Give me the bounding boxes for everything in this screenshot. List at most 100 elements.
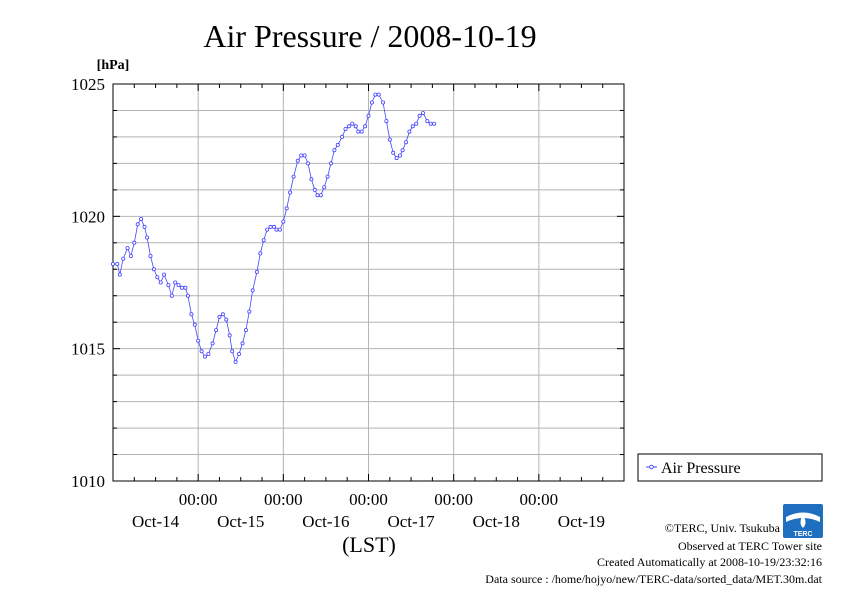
data-point [332, 148, 337, 153]
data-point [145, 235, 150, 240]
grid-lines [113, 84, 624, 481]
x-tick-date-label: Oct-15 [217, 512, 264, 531]
data-point [291, 174, 296, 179]
logo-text: TERC [793, 531, 812, 538]
y-tick-label: 1015 [71, 340, 105, 359]
data-point [350, 121, 355, 126]
data-point [397, 153, 402, 158]
data-point [328, 161, 333, 166]
data-point [302, 153, 307, 158]
data-point [142, 224, 147, 229]
y-tick-labels: 1010 1015 1020 1025 [71, 75, 105, 491]
data-point [318, 193, 323, 198]
data-point [166, 283, 171, 288]
data-point [315, 193, 320, 198]
data-point [176, 283, 181, 288]
data-point [420, 111, 425, 116]
data-point [288, 190, 293, 195]
x-tick-date-label: Oct-14 [132, 512, 180, 531]
data-point [353, 124, 358, 129]
data-point [217, 314, 222, 319]
data-point [173, 280, 178, 285]
data-point [425, 119, 430, 124]
data-point [254, 269, 259, 274]
data-point [185, 293, 190, 298]
x-axis-label: (LST) [342, 532, 396, 557]
y-tick-label: 1020 [71, 207, 105, 226]
data-point [121, 256, 126, 261]
data-point [162, 272, 167, 277]
x-tick-time-label: 00:00 [349, 490, 388, 509]
data-point [299, 153, 304, 158]
data-point [206, 351, 211, 356]
x-tick-time-label: 00:00 [519, 490, 558, 509]
y-axis-unit-label: [hPa] [97, 58, 130, 73]
data-point [158, 280, 163, 285]
data-point [340, 134, 345, 139]
data-point [202, 354, 207, 359]
data-point [125, 246, 130, 251]
data-point [305, 161, 310, 166]
data-point [428, 121, 433, 126]
data-point [183, 285, 188, 290]
data-point [414, 121, 419, 126]
data-point [179, 285, 184, 290]
data-point [139, 216, 144, 221]
x-tick-time-label: 00:00 [264, 490, 303, 509]
data-point [343, 127, 348, 132]
data-point [250, 288, 255, 293]
data-point [373, 92, 378, 97]
y-tick-label: 1025 [71, 75, 105, 94]
data-point [227, 333, 232, 338]
data-point [243, 328, 248, 333]
data-point [403, 140, 408, 145]
data-point [189, 312, 194, 317]
data-point [356, 129, 361, 134]
x-tick-date-label: Oct-19 [558, 512, 605, 531]
data-point [258, 251, 263, 256]
data-point [117, 272, 122, 277]
data-point [376, 92, 381, 97]
data-point [407, 129, 412, 134]
data-point [148, 253, 153, 258]
data-point [322, 185, 327, 190]
data-point [335, 142, 340, 147]
legend-label-air-pressure: Air Pressure [661, 460, 741, 477]
data-point [261, 238, 266, 243]
x-tick-date-label: Oct-17 [387, 512, 435, 531]
data-point [369, 100, 374, 105]
data-source-text: Data source : /home/hojyo/new/TERC-data/… [485, 572, 822, 586]
data-point [233, 359, 238, 364]
data-point [151, 267, 156, 272]
data-point [400, 148, 405, 153]
data-point [410, 124, 415, 129]
terc-logo: TERC [783, 504, 823, 538]
created-text: Created Automatically at 2008-10-19/23:3… [597, 555, 822, 569]
x-tick-labels: 00:00 00:00 00:00 00:00 00:00 Oct-14 Oct-15 Oct… [132, 490, 605, 531]
data-point [312, 187, 317, 192]
data-point [380, 100, 385, 105]
data-point [274, 227, 279, 232]
data-point [169, 293, 174, 298]
copyright-text: ©TERC, Univ. Tsukuba [665, 521, 781, 535]
data-point [155, 275, 160, 280]
data-point [132, 240, 137, 245]
data-point [224, 317, 229, 322]
data-point [247, 309, 252, 314]
data-point [192, 322, 197, 327]
data-point [199, 349, 204, 354]
x-tick-time-label: 00:00 [434, 490, 473, 509]
data-point [363, 124, 368, 129]
legend-point-marker [649, 464, 654, 470]
y-tick-label: 1010 [71, 472, 105, 491]
data-point [284, 206, 289, 211]
x-tick-date-label: Oct-18 [473, 512, 520, 531]
data-point [268, 224, 273, 229]
data-point [196, 338, 201, 343]
data-point [214, 328, 219, 333]
data-point [281, 219, 286, 224]
data-point [384, 119, 389, 124]
data-point [115, 261, 120, 266]
x-tick-time-label: 00:00 [179, 490, 218, 509]
